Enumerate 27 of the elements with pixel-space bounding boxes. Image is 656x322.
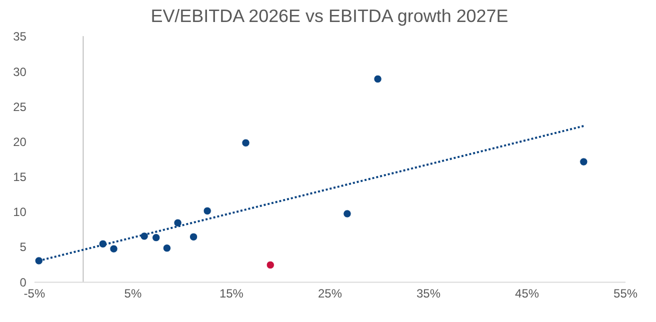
chart-title: EV/EBITDA 2026E vs EBITDA growth 2027E xyxy=(150,6,508,26)
point xyxy=(374,74,382,84)
point xyxy=(152,233,160,242)
x-tick-label: 55% xyxy=(614,286,638,300)
point xyxy=(189,232,198,241)
point xyxy=(266,260,275,270)
x-tick-label: 35% xyxy=(416,286,441,300)
x-tick-label: 15% xyxy=(219,286,244,300)
point xyxy=(140,232,148,240)
x-tick-label: 25% xyxy=(318,286,342,300)
point xyxy=(174,218,182,227)
point xyxy=(343,210,352,218)
point xyxy=(34,256,43,265)
y-tick-label: 20 xyxy=(13,134,27,149)
y-tick-label: 30 xyxy=(13,64,27,79)
point xyxy=(580,158,588,166)
y-tick-label: 15 xyxy=(13,170,27,184)
point xyxy=(203,206,212,216)
y-tick-label: 5 xyxy=(20,240,27,254)
point xyxy=(110,244,118,253)
y-tick-label: 35 xyxy=(13,30,27,44)
x-tick-label: 45% xyxy=(515,286,540,300)
y-tick-label: 25 xyxy=(13,100,27,114)
x-tick-label: 5% xyxy=(124,286,142,300)
y-tick-label: 10 xyxy=(13,205,27,220)
point xyxy=(162,244,172,252)
point xyxy=(242,138,250,147)
